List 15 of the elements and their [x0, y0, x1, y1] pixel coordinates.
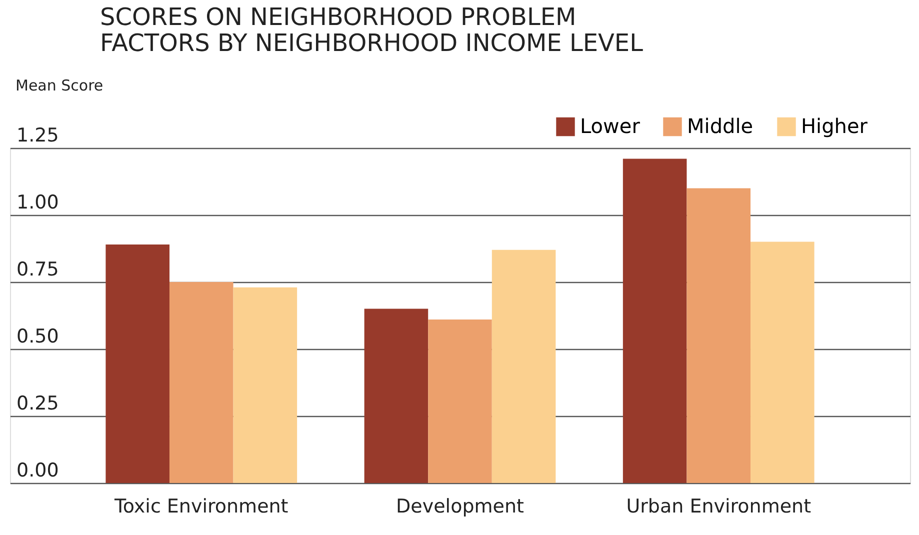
- x-tick-label: Toxic Environment: [114, 496, 288, 518]
- x-tick-label: Urban Environment: [626, 496, 812, 518]
- y-tick-label: 1.00: [16, 192, 59, 214]
- y-tick-label: 0.00: [16, 460, 59, 482]
- y-axis-title: Mean Score: [16, 76, 104, 94]
- y-tick-label: 0.25: [16, 392, 59, 414]
- text: FACTORS BY NEIGHBORHOOD INCOME LEVEL: [100, 29, 643, 57]
- x-tick-label: Development: [396, 496, 524, 518]
- y-tick-label: 0.75: [16, 258, 59, 280]
- legend-label: Lower: [580, 114, 641, 138]
- text: SCORES ON NEIGHBORHOOD PROBLEM: [100, 3, 576, 31]
- y-tick-label: 1.25: [16, 124, 59, 146]
- legend-label: Middle: [687, 114, 754, 138]
- legend-label: Higher: [801, 114, 868, 138]
- y-tick-label: 0.50: [16, 326, 59, 348]
